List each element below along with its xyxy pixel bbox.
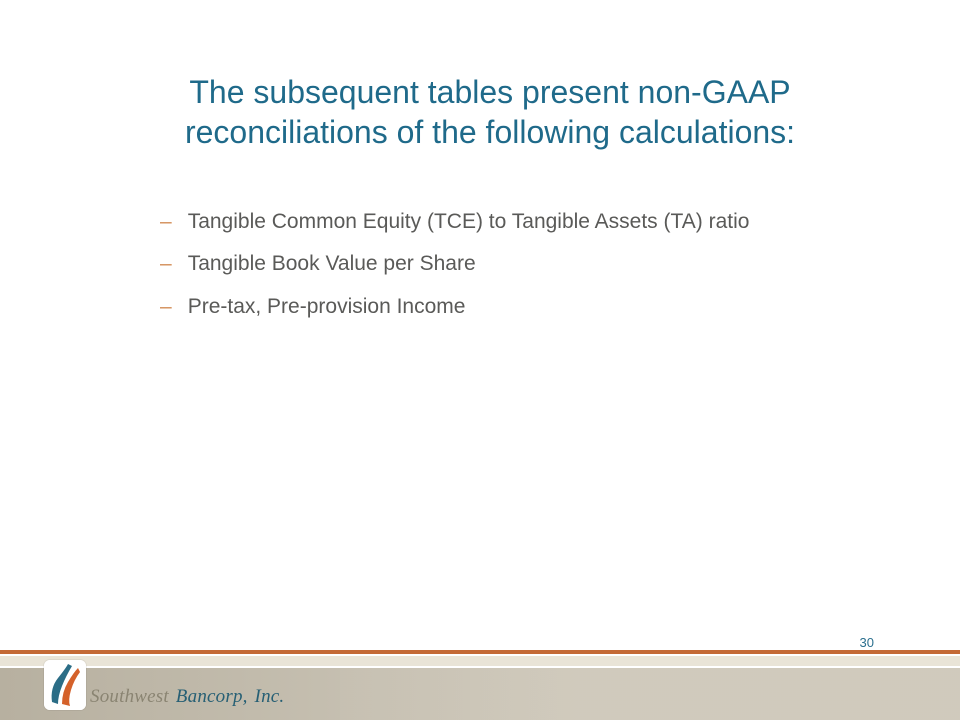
logo-word-bancorp: Bancorp, <box>171 686 248 707</box>
dash-icon: – <box>160 208 172 236</box>
footer: Southwest Bancorp, Inc. <box>0 650 960 720</box>
logo-line-1: Southwest Bancorp, Inc. <box>90 687 284 706</box>
slide: The subsequent tables present non-GAAP r… <box>0 0 960 720</box>
footer-stripe-accent <box>0 650 960 654</box>
logo-mark-icon <box>44 660 86 710</box>
logo-word-southwest: Southwest <box>90 686 169 707</box>
list-item-text: Pre-tax, Pre-provision Income <box>188 293 840 321</box>
list-item-text: Tangible Book Value per Share <box>188 250 840 278</box>
body-content: – Tangible Common Equity (TCE) to Tangib… <box>160 208 840 335</box>
logo-word-inc: Inc. <box>255 686 285 707</box>
list-item: – Tangible Common Equity (TCE) to Tangib… <box>160 208 840 236</box>
dash-icon: – <box>160 293 172 321</box>
logo-text: Southwest Bancorp, Inc. <box>90 687 284 710</box>
page-number: 30 <box>860 635 874 650</box>
footer-fade <box>340 668 960 720</box>
title-line-2: reconciliations of the following calcula… <box>185 114 795 150</box>
list-item: – Tangible Book Value per Share <box>160 250 840 278</box>
dash-icon: – <box>160 250 172 278</box>
company-logo: Southwest Bancorp, Inc. <box>44 660 284 710</box>
title-line-1: The subsequent tables present non-GAAP <box>189 74 790 110</box>
slide-title: The subsequent tables present non-GAAP r… <box>120 72 860 152</box>
list-item: – Pre-tax, Pre-provision Income <box>160 293 840 321</box>
list-item-text: Tangible Common Equity (TCE) to Tangible… <box>188 208 840 236</box>
